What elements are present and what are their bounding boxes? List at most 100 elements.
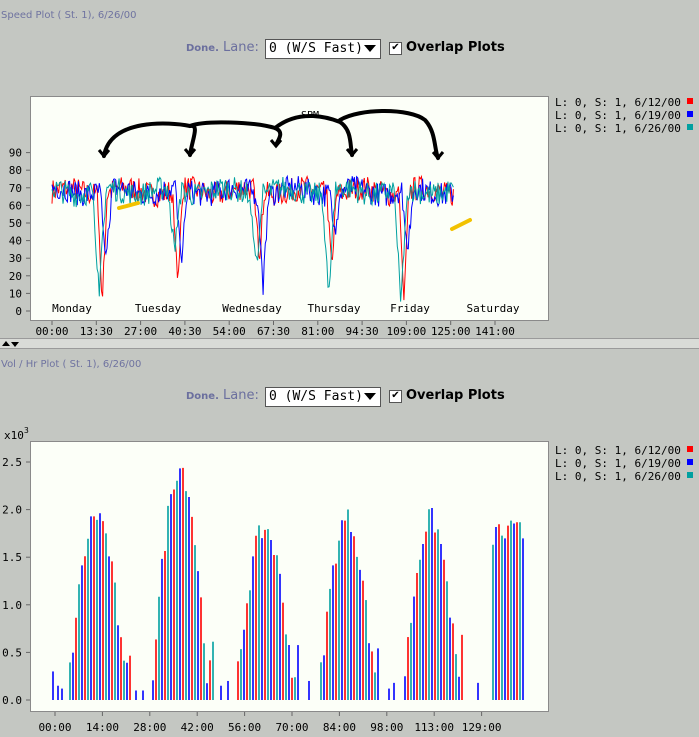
y-tick-label: 2.5 xyxy=(2,456,22,469)
x-tick-label: 13:30 xyxy=(80,325,113,338)
legend-label: L: 0, S: 1, 6/26/00 xyxy=(555,122,681,135)
y-tick-label: 50 xyxy=(9,217,22,230)
volume-plot-panel: Vol / Hr Plot ( St. 1), 6/26/00 Done. La… xyxy=(0,349,699,737)
day-label: Tuesday xyxy=(135,302,182,315)
volume-legend: L: 0, S: 1, 6/12/00 L: 0, S: 1, 6/19/00 … xyxy=(555,444,693,483)
annotation-arrowhead xyxy=(431,151,445,161)
x-tick-label: 109:00 xyxy=(387,325,427,338)
x-tick-label: 28:00 xyxy=(133,721,166,734)
annotation-arrowhead xyxy=(183,148,197,158)
y-tick-label: 0.5 xyxy=(2,646,22,659)
x-tick-label: 54:00 xyxy=(213,325,246,338)
overlap-checkbox[interactable]: ✔ xyxy=(389,390,402,403)
x-tick-label: 00:00 xyxy=(35,325,68,338)
legend-item: L: 0, S: 1, 6/19/00 xyxy=(555,457,693,470)
collapse-up-icon[interactable] xyxy=(2,341,10,346)
speed-plot-title: Speed Plot ( St. 1), 6/26/00 xyxy=(1,10,137,21)
x-tick-label: 113:00 xyxy=(414,721,454,734)
x-tick-label: 40:30 xyxy=(168,325,201,338)
annotation-label: SPM xyxy=(301,110,319,121)
y-tick-label: 70 xyxy=(9,182,22,195)
annotation-arrowhead xyxy=(269,139,283,149)
y-tick-label: 30 xyxy=(9,252,22,265)
x-tick-label: 98:00 xyxy=(370,721,403,734)
done-status: Done. xyxy=(186,43,219,54)
y-multiplier-exp: 3 xyxy=(24,426,29,435)
day-label: Monday xyxy=(52,302,92,315)
x-tick-label: 42:00 xyxy=(181,721,214,734)
highlight-mark xyxy=(117,201,140,210)
volume-chart: x10 3 0.0 0.5 1.0 1.5 2.0 2.5 00:00 14:00 28:00 42:… xyxy=(2,426,524,734)
overlap-label: Overlap Plots xyxy=(406,40,505,55)
speed-controls: Done. Lane: 0 (W/S Fast) ✔ Overlap Plots xyxy=(186,39,516,61)
lane-select[interactable]: 0 (W/S Fast) xyxy=(265,387,381,407)
annotation-arrow xyxy=(338,109,440,160)
volume-controls: Done. Lane: 0 (W/S Fast) ✔ Overlap Plots xyxy=(186,387,516,409)
annotation-arrowhead xyxy=(345,148,359,158)
legend-swatch xyxy=(686,98,693,104)
legend-swatch xyxy=(686,124,693,130)
chevron-down-icon xyxy=(364,45,376,52)
legend-swatch xyxy=(686,111,693,117)
y-tick-label: 0.0 xyxy=(2,694,22,707)
legend-swatch xyxy=(686,472,693,478)
x-tick-label: 94:30 xyxy=(346,325,379,338)
legend-item: L: 0, S: 1, 6/26/00 xyxy=(555,122,693,135)
y-multiplier: x10 xyxy=(4,429,24,442)
y-tick-label: 10 xyxy=(9,287,22,300)
day-label: Friday xyxy=(390,302,430,315)
y-tick-label: 60 xyxy=(9,199,22,212)
speed-chart: 0 10 20 30 40 50 60 70 80 90 00:00 13:30 27:00 40:30 5… xyxy=(9,109,520,338)
x-tick-label: 81:00 xyxy=(301,325,334,338)
y-tick-label: 40 xyxy=(9,235,22,248)
done-status: Done. xyxy=(186,391,219,402)
day-label: Thursday xyxy=(308,302,361,315)
lane-select-value: 0 (W/S Fast) xyxy=(269,41,363,56)
x-tick-label: 56:00 xyxy=(228,721,261,734)
speed-plot-panel: Speed Plot ( St. 1), 6/26/00 Done. Lane:… xyxy=(0,0,699,338)
speed-series-line xyxy=(51,174,454,301)
x-tick-label: 00:00 xyxy=(38,721,71,734)
lane-label: Lane: xyxy=(223,40,259,55)
y-tick-label: 1.5 xyxy=(2,551,22,564)
x-tick-label: 27:00 xyxy=(124,325,157,338)
lane-select-value: 0 (W/S Fast) xyxy=(269,389,363,404)
split-pane-divider[interactable] xyxy=(0,338,699,349)
legend-label: L: 0, S: 1, 6/12/00 xyxy=(555,96,681,109)
y-tick-label: 20 xyxy=(9,270,22,283)
overlap-checkbox[interactable]: ✔ xyxy=(389,42,402,55)
speed-series-line xyxy=(51,176,454,302)
chevron-down-icon xyxy=(364,393,376,400)
highlight-mark xyxy=(450,218,472,231)
x-tick-label: 84:00 xyxy=(323,721,356,734)
speed-series-line xyxy=(51,174,454,295)
legend-label: L: 0, S: 1, 6/19/00 xyxy=(555,109,681,122)
annotation-arrow xyxy=(188,120,283,147)
legend-swatch xyxy=(686,446,693,452)
legend-item: L: 0, S: 1, 6/12/00 xyxy=(555,96,693,109)
x-tick-label: 129:00 xyxy=(462,721,502,734)
overlap-label: Overlap Plots xyxy=(406,388,505,403)
legend-label: L: 0, S: 1, 6/19/00 xyxy=(555,457,681,470)
day-label: Wednesday xyxy=(222,302,282,315)
x-tick-label: 70:00 xyxy=(275,721,308,734)
lane-select[interactable]: 0 (W/S Fast) xyxy=(265,39,381,59)
y-tick-label: 0 xyxy=(15,305,22,318)
x-tick-label: 67:30 xyxy=(257,325,290,338)
legend-swatch xyxy=(686,459,693,465)
speed-legend: L: 0, S: 1, 6/12/00 L: 0, S: 1, 6/19/00 … xyxy=(555,96,693,135)
legend-item: L: 0, S: 1, 6/12/00 xyxy=(555,444,693,457)
x-tick-label: 125:00 xyxy=(431,325,471,338)
legend-item: L: 0, S: 1, 6/19/00 xyxy=(555,109,693,122)
annotation-arrowhead xyxy=(97,149,111,159)
lane-label: Lane: xyxy=(223,388,259,403)
annotation-arrow xyxy=(102,121,197,158)
legend-item: L: 0, S: 1, 6/26/00 xyxy=(555,470,693,483)
legend-label: L: 0, S: 1, 6/12/00 xyxy=(555,444,681,457)
y-tick-label: 1.0 xyxy=(2,599,22,612)
x-tick-label: 14:00 xyxy=(86,721,119,734)
y-tick-label: 2.0 xyxy=(2,504,22,517)
y-tick-label: 90 xyxy=(9,147,22,160)
volume-plot-title: Vol / Hr Plot ( St. 1), 6/26/00 xyxy=(1,359,142,370)
collapse-down-icon[interactable] xyxy=(11,342,19,347)
